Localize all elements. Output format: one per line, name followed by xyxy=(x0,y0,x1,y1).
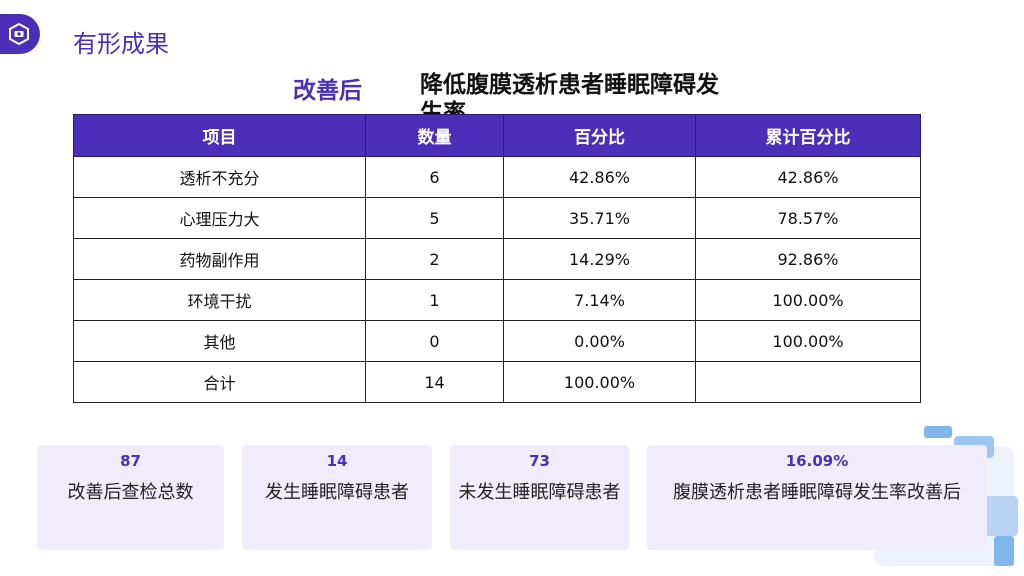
table-cell: 100.00% xyxy=(695,279,921,321)
table-cell: 78.57% xyxy=(695,197,921,239)
table-row: 环境干扰 1 7.14% 100.00% xyxy=(73,279,921,321)
col-header: 百分比 xyxy=(503,114,696,157)
stat-value: 16.09% xyxy=(785,452,849,470)
table-cell: 100.00% xyxy=(695,320,921,362)
stat-label: 改善后查检总数 xyxy=(67,482,194,503)
stat-label: 腹膜透析患者睡眠障碍发生率改善后 xyxy=(673,482,961,503)
table-cell: 42.86% xyxy=(695,156,921,198)
stat-label: 未发生睡眠障碍患者 xyxy=(458,482,621,503)
stat-card-unaffected: 73 未发生睡眠障碍患者 xyxy=(450,445,629,550)
page-title: 有形成果 xyxy=(73,30,169,58)
table-cell xyxy=(695,361,921,403)
stat-label: 发生睡眠障碍患者 xyxy=(265,482,409,503)
table-cell: 透析不充分 xyxy=(73,156,366,198)
table-cell: 心理压力大 xyxy=(73,197,366,239)
table-header-row: 项目 数量 百分比 累计百分比 xyxy=(73,114,921,157)
stat-value: 87 xyxy=(120,452,141,470)
data-table: 项目 数量 百分比 累计百分比 透析不充分 6 42.86% 42.86% 心理… xyxy=(73,114,921,403)
table-row: 其他 0 0.00% 100.00% xyxy=(73,320,921,362)
table-cell: 药物副作用 xyxy=(73,238,366,280)
table-cell: 6 xyxy=(365,156,504,198)
stat-card-rate: 16.09% 腹膜透析患者睡眠障碍发生率改善后 xyxy=(647,445,987,550)
stat-card-affected: 14 发生睡眠障碍患者 xyxy=(242,445,432,550)
subtitle-label: 改善后 xyxy=(293,78,362,104)
hexagon-plus-icon xyxy=(9,22,29,46)
col-header: 数量 xyxy=(365,114,504,157)
table-cell: 14 xyxy=(365,361,504,403)
table-cell: 2 xyxy=(365,238,504,280)
stat-card-total: 87 改善后查检总数 xyxy=(37,445,224,550)
table-cell: 35.71% xyxy=(503,197,696,239)
table-cell: 1 xyxy=(365,279,504,321)
table-row: 合计 14 100.00% xyxy=(73,361,921,403)
table-cell: 42.86% xyxy=(503,156,696,198)
logo-badge xyxy=(0,14,40,54)
table-row: 心理压力大 5 35.71% 78.57% xyxy=(73,197,921,239)
table-cell: 合计 xyxy=(73,361,366,403)
stat-value: 14 xyxy=(326,452,348,470)
col-header: 项目 xyxy=(73,114,366,157)
table-cell: 7.14% xyxy=(503,279,696,321)
table-cell: 92.86% xyxy=(695,238,921,280)
col-header: 累计百分比 xyxy=(695,114,921,157)
stat-value: 73 xyxy=(529,452,550,470)
table-cell: 14.29% xyxy=(503,238,696,280)
table-row: 药物副作用 2 14.29% 92.86% xyxy=(73,238,921,280)
table-cell: 0.00% xyxy=(503,320,696,362)
table-cell: 5 xyxy=(365,197,504,239)
table-row: 透析不充分 6 42.86% 42.86% xyxy=(73,156,921,198)
table-cell: 环境干扰 xyxy=(73,279,366,321)
table-cell: 其他 xyxy=(73,320,366,362)
table-cell: 0 xyxy=(365,320,504,362)
table-cell: 100.00% xyxy=(503,361,696,403)
